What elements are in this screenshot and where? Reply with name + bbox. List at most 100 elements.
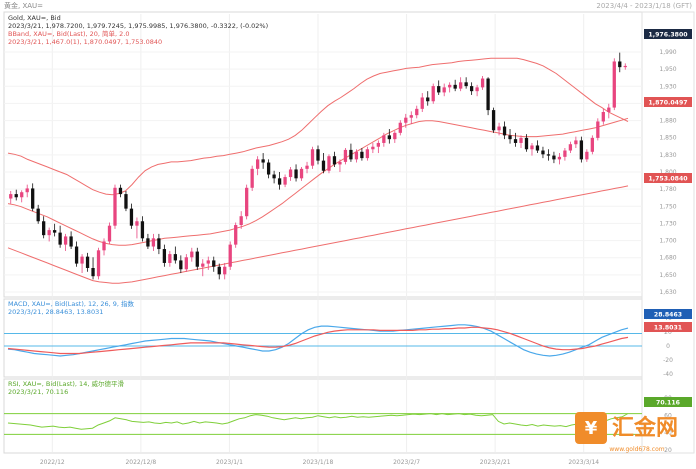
candle-body xyxy=(415,108,419,116)
rsi-line xyxy=(4,413,642,435)
candle-body xyxy=(453,84,457,89)
candle-body xyxy=(195,251,199,267)
macd-signal-line xyxy=(7,326,629,355)
candle-body xyxy=(266,162,271,175)
candle-body xyxy=(245,187,249,217)
candle-body xyxy=(162,249,167,263)
bband-mid-tag: 1,870.0497 xyxy=(648,100,687,107)
rsi-tick-label: 20 xyxy=(664,447,672,454)
candle-body xyxy=(420,97,424,109)
macd-panel-frame xyxy=(3,298,643,378)
candle-body xyxy=(535,145,540,151)
candle-body xyxy=(552,155,556,160)
date-tick-label: 2023/2/21 xyxy=(480,459,511,466)
candle-body xyxy=(9,194,13,199)
candle-body xyxy=(596,121,600,138)
candle-body xyxy=(74,246,79,264)
price-tick-label: 1,990 xyxy=(659,49,676,56)
candle-body xyxy=(58,232,62,245)
candle-body xyxy=(590,137,594,152)
macd-tick-label: -20 xyxy=(663,357,673,364)
candle-body xyxy=(530,145,534,150)
candle-body xyxy=(354,151,359,160)
candle-body xyxy=(305,165,309,169)
candle-body xyxy=(228,244,232,267)
date-tick-label: 2022/12 xyxy=(40,459,65,466)
candle-body xyxy=(437,86,441,93)
price-tick-label: 1,630 xyxy=(659,289,676,296)
candle-body xyxy=(256,159,260,169)
candle-body xyxy=(486,78,490,111)
candle-body xyxy=(508,135,512,140)
candle-body xyxy=(151,238,156,247)
candle-body xyxy=(283,177,287,185)
candle-body xyxy=(124,194,128,209)
candle-body xyxy=(568,144,573,151)
candle-body xyxy=(612,61,616,108)
watermark-brand: 汇金网 xyxy=(612,415,678,441)
candle-body xyxy=(426,97,430,102)
candle-body xyxy=(25,188,29,193)
candle-body xyxy=(96,250,101,277)
bollinger-bands xyxy=(7,57,629,284)
candle-body xyxy=(234,225,238,245)
price-tick-label: 1,850 xyxy=(659,135,676,142)
macd-legend-title: MACD, XAU=, Bid(Last), 12, 26, 9, 指数 xyxy=(8,299,135,308)
date-tick-label: 2022/12/8 xyxy=(125,459,156,466)
candle-body xyxy=(173,254,177,261)
price-legend-values: 2023/3/21, 1,978.7200, 1,979.7245, 1,975… xyxy=(8,22,268,30)
rsi-legend-values: 2023/3/21, 70.116 xyxy=(8,388,68,396)
candle-body xyxy=(14,194,18,198)
macd-signal-tag: 13.8031 xyxy=(654,325,682,332)
candle-body xyxy=(382,135,386,143)
bband-upper-line xyxy=(7,57,629,196)
macd-tick-label: 0 xyxy=(666,343,670,350)
date-tick-label: 2023/1/1 xyxy=(216,459,243,466)
candle-body xyxy=(47,230,51,236)
watermark-icon xyxy=(575,412,607,444)
candle-body xyxy=(393,132,397,140)
bband-middle-line xyxy=(7,117,629,246)
price-tick-label: 1,750 xyxy=(659,203,676,210)
macd-value-tag: 28.8463 xyxy=(654,312,682,319)
candle-body xyxy=(601,112,605,122)
candle-body xyxy=(85,256,90,268)
candle-body xyxy=(20,192,24,198)
candle-body xyxy=(201,263,205,267)
candle-body xyxy=(327,156,331,171)
candle-body xyxy=(239,216,243,226)
candle-body xyxy=(404,117,408,123)
candle-body xyxy=(223,266,227,275)
candle-body xyxy=(398,122,402,133)
candle-body xyxy=(190,251,194,258)
candle-body xyxy=(69,236,73,247)
candle-body xyxy=(250,168,254,188)
price-tick-label: 1,800 xyxy=(659,169,676,176)
candle-body xyxy=(31,188,35,209)
candle-body xyxy=(294,169,298,179)
rsi-value-tag: 70.116 xyxy=(656,400,680,407)
candle-body xyxy=(618,61,622,68)
bband-legend-title: BBand, XAU=, Bid(Last), 20, 简单, 2.0 xyxy=(8,29,130,38)
price-tick-label: 1,730 xyxy=(659,220,676,227)
candlesticks xyxy=(9,52,627,280)
candle-body xyxy=(448,84,452,88)
candle-body xyxy=(371,146,375,150)
rsi-tick-label: 40 xyxy=(664,430,672,437)
candle-body xyxy=(349,149,353,160)
candle-body xyxy=(459,82,463,89)
candle-body xyxy=(585,151,589,160)
candle-body xyxy=(261,159,265,163)
candle-body xyxy=(179,260,183,270)
candle-body xyxy=(376,142,380,147)
candle-body xyxy=(524,137,529,150)
macd-value-tag-bg xyxy=(644,309,692,319)
candle-body xyxy=(360,151,364,159)
candle-body xyxy=(464,82,468,87)
price-tick-label: 1,680 xyxy=(659,255,676,262)
candle-body xyxy=(519,137,523,143)
candle-body xyxy=(157,238,161,250)
macd-tick-label: 20 xyxy=(664,329,672,336)
candle-body xyxy=(212,260,216,267)
